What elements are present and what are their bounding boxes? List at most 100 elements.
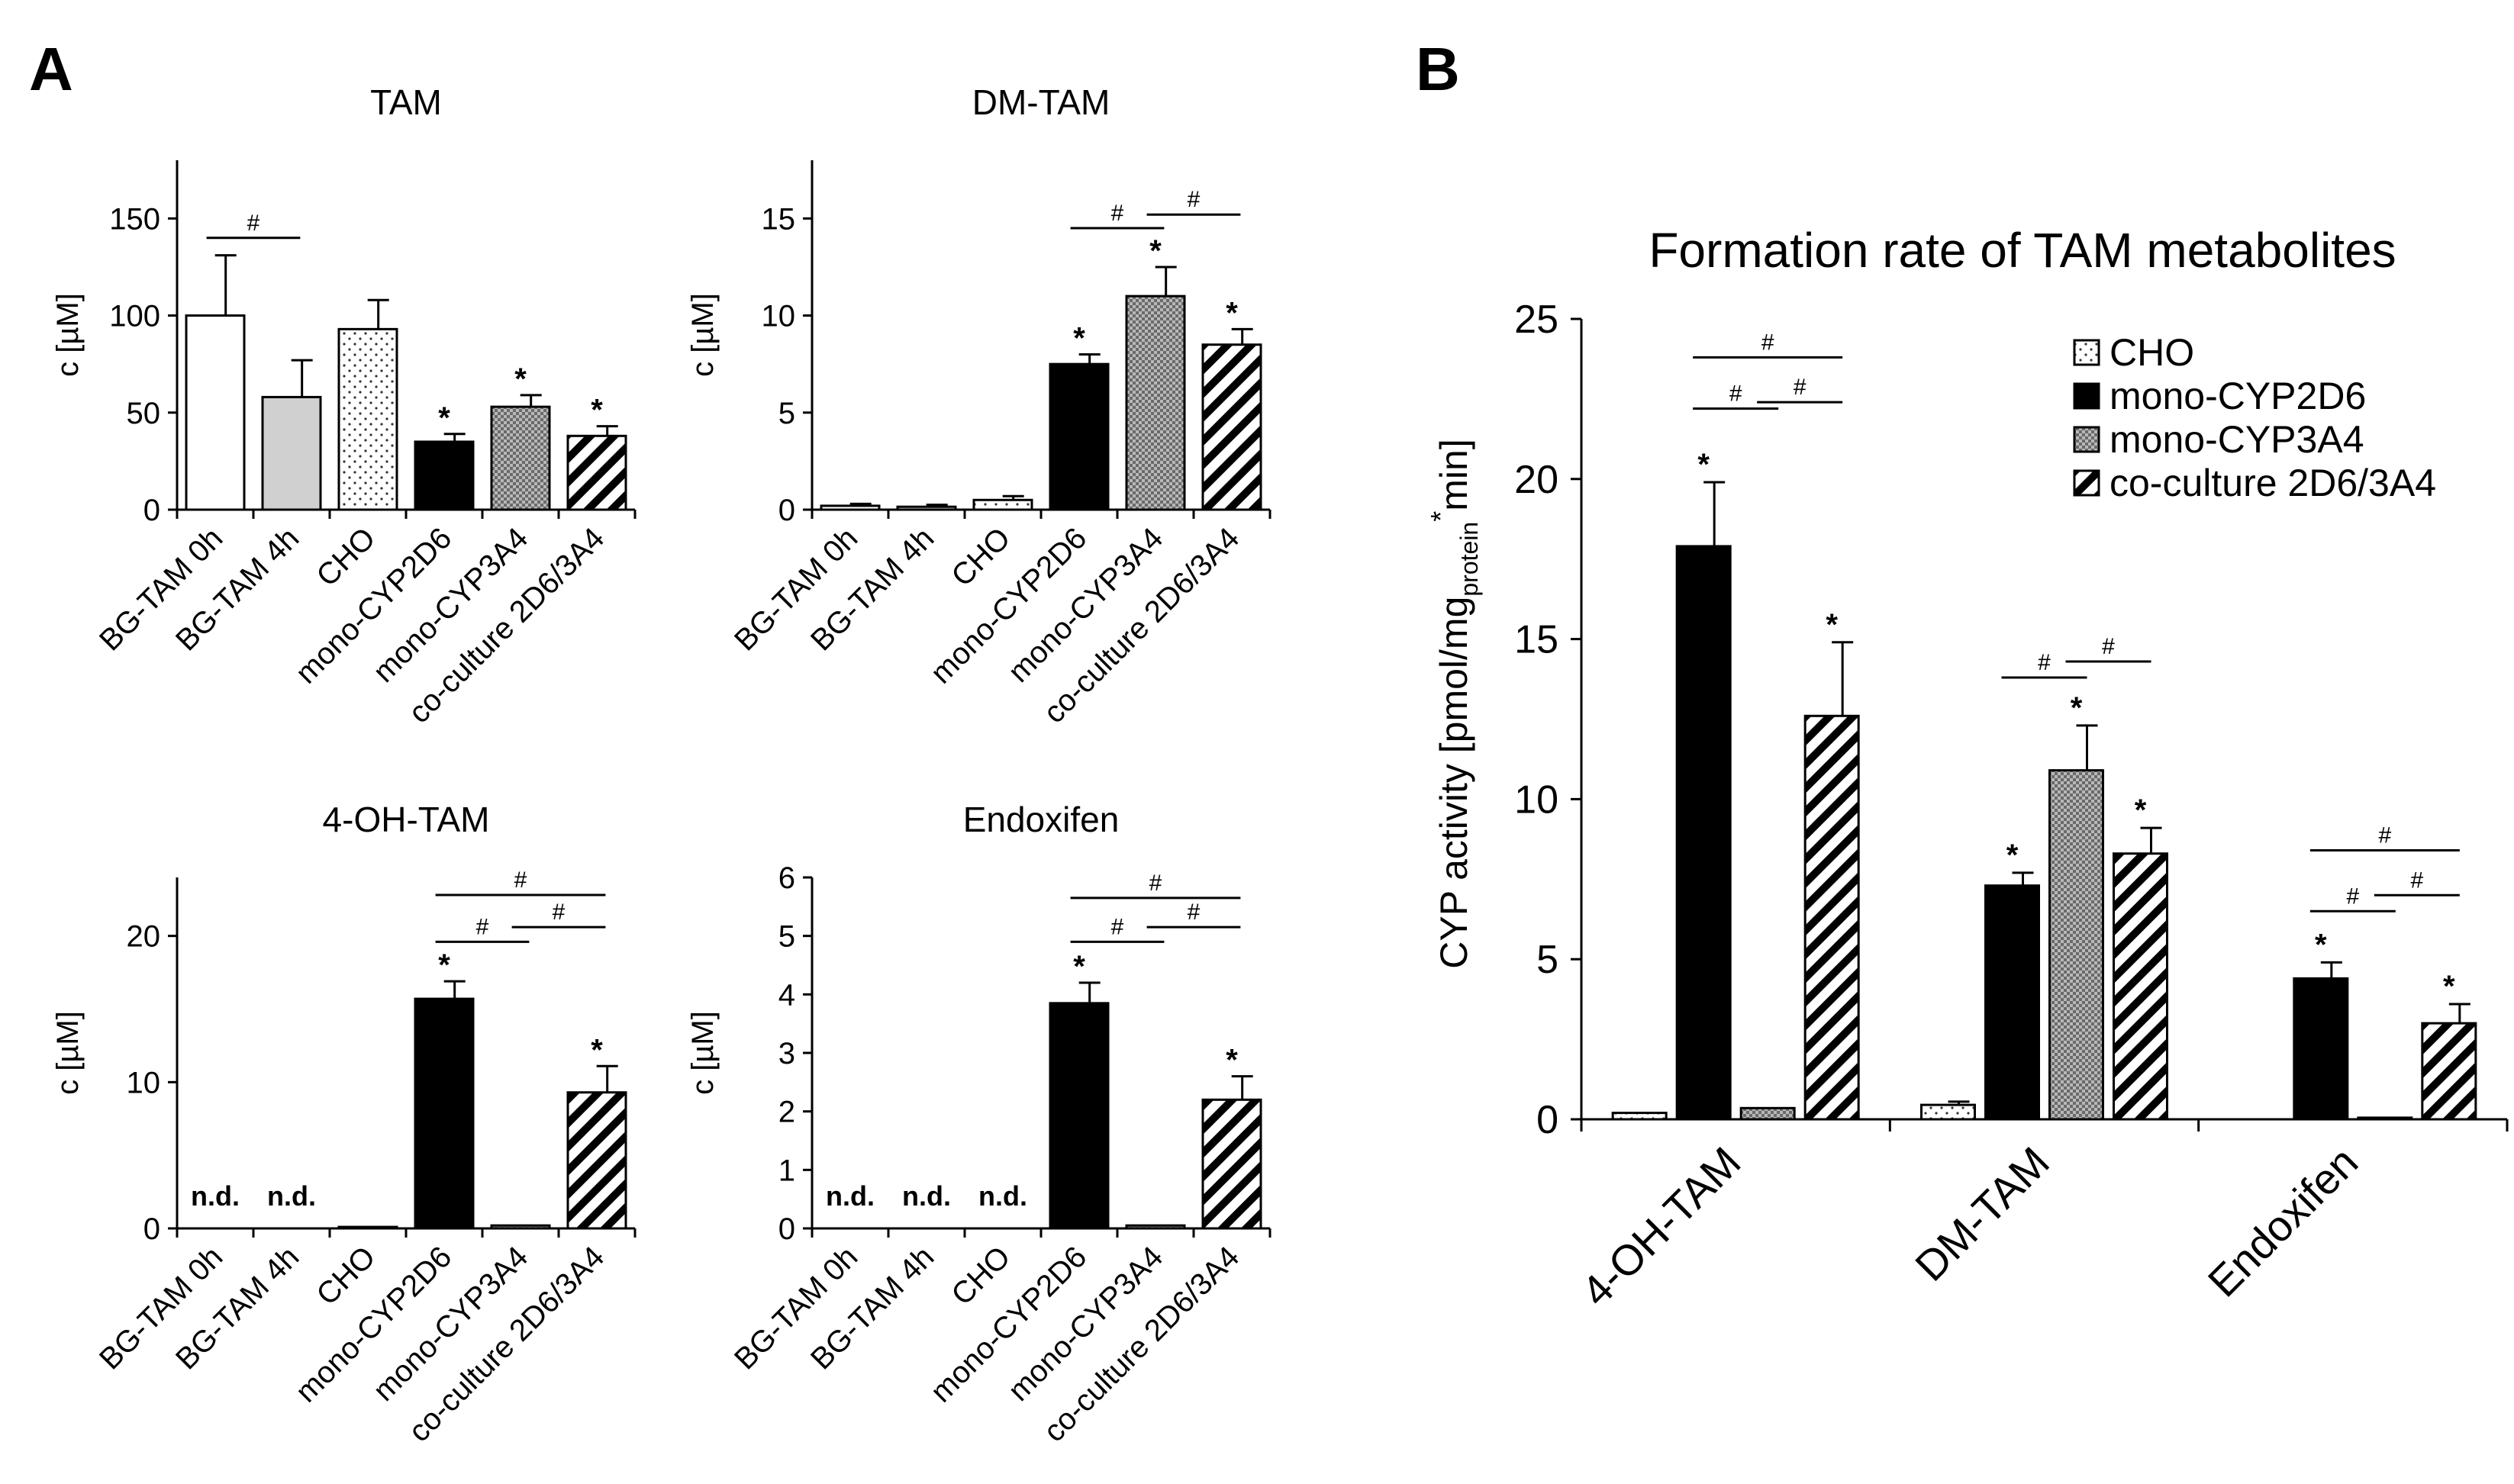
bracket-label: #	[1761, 330, 1774, 355]
legend-label: mono-CYP3A4	[2110, 418, 2364, 461]
bar	[490, 405, 551, 511]
bar	[1739, 1106, 1796, 1121]
chart-title: Formation rate of TAM metabolites	[1649, 223, 2396, 278]
significance-star: *	[591, 1033, 603, 1067]
bar	[337, 1225, 398, 1230]
not-detected-label: n.d.	[826, 1180, 875, 1212]
bracket-label: #	[1149, 871, 1162, 896]
bracket-label: #	[514, 868, 527, 893]
significance-star: *	[1073, 321, 1085, 355]
y-tick-label: 150	[109, 202, 160, 236]
x-tick-label: CHO	[310, 521, 382, 593]
bar	[1984, 884, 2040, 1121]
y-tick-label: 0	[143, 1212, 160, 1246]
significance-star: *	[1149, 234, 1162, 268]
significance-star: *	[2071, 691, 2083, 725]
bar	[1125, 1224, 1186, 1230]
legend-swatch	[2073, 426, 2100, 453]
bar	[490, 1224, 551, 1230]
y-axis-label: c [µM]	[686, 1011, 720, 1095]
y-axis-label: c [µM]	[51, 1011, 85, 1095]
significance-star: *	[438, 401, 450, 435]
bracket-label: #	[2102, 634, 2115, 659]
panel-a-label: A	[29, 35, 73, 103]
bar	[414, 440, 475, 511]
bar	[2113, 852, 2168, 1121]
bracket-label: #	[476, 914, 489, 939]
significance-star: *	[1697, 448, 1710, 481]
bar	[1803, 714, 1860, 1121]
bar	[1611, 1112, 1668, 1121]
not-detected-label: n.d.	[902, 1180, 951, 1212]
bar	[337, 327, 398, 511]
y-tick-label: 50	[127, 397, 161, 430]
bar	[1920, 1103, 1976, 1121]
significance-star: *	[591, 394, 603, 427]
bar	[566, 434, 627, 511]
significance-star: *	[2006, 839, 2019, 872]
y-tick-label: 10	[762, 300, 796, 333]
x-tick-label: CHO	[945, 1240, 1017, 1312]
y-tick-label: 15	[762, 202, 796, 236]
bracket-label: #	[1188, 187, 1201, 212]
bar	[1675, 545, 1732, 1121]
significance-star: *	[1226, 296, 1238, 330]
y-tick-label: 2	[778, 1096, 795, 1129]
significance-star: *	[1826, 608, 1838, 642]
y-axis-label-end: min]	[1433, 439, 1475, 510]
significance-star: *	[438, 948, 450, 982]
significance-star: *	[1073, 950, 1085, 983]
x-tick-label: CHO	[310, 1240, 382, 1312]
bracket-label: #	[1111, 914, 1124, 939]
y-axis-label: c [µM]	[686, 293, 720, 377]
significance-star: *	[2135, 794, 2147, 827]
legend-label: co-culture 2D6/3A4	[2110, 462, 2436, 504]
bracket-label: #	[1111, 201, 1124, 226]
y-tick-label: 0	[1536, 1098, 1558, 1142]
y-tick-label: 5	[1536, 938, 1558, 982]
chart-formation-rate: Formation rate of TAM metabolites CYP act…	[1425, 223, 2509, 1315]
x-tick-label: DM-TAM	[1906, 1138, 2058, 1290]
chart-title: 4-OH-TAM	[323, 800, 490, 839]
y-axis-label-superscript: *	[1425, 511, 1456, 522]
not-detected-label: n.d.	[978, 1180, 1027, 1212]
significance-star: *	[514, 362, 527, 396]
bar	[2357, 1116, 2413, 1121]
bar	[2293, 977, 2349, 1121]
y-tick-label: 0	[778, 1212, 795, 1246]
y-tick-label: 5	[778, 920, 795, 954]
bracket-label: #	[1188, 900, 1201, 925]
y-axis-label-main: CYP activity [pmol/mg	[1433, 597, 1475, 969]
y-tick-label: 4	[778, 978, 795, 1012]
bar	[261, 395, 322, 511]
bracket-label: #	[2410, 868, 2423, 893]
bar	[2048, 769, 2104, 1121]
y-tick-label: 15	[1514, 618, 1558, 662]
bar	[972, 498, 1033, 511]
bar	[566, 1091, 627, 1230]
y-tick-label: 5	[778, 397, 795, 430]
not-detected-label: n.d.	[267, 1180, 316, 1212]
chart-title: Endoxifen	[963, 800, 1120, 839]
y-tick-label: 25	[1514, 298, 1558, 342]
bar	[414, 997, 475, 1230]
bar	[1201, 1098, 1262, 1230]
significance-star: *	[1226, 1044, 1238, 1077]
y-axis-label: CYP activity [pmol/mgprotein*min]	[1425, 439, 1483, 968]
bar	[2421, 1022, 2477, 1121]
chart-title: DM-TAM	[972, 82, 1110, 122]
y-tick-label: 20	[127, 920, 161, 954]
y-tick-label: 10	[127, 1066, 161, 1099]
significance-star: *	[2443, 970, 2455, 1003]
y-tick-label: 0	[778, 494, 795, 527]
y-tick-label: 20	[1514, 458, 1558, 502]
x-tick-label: 4-OH-TAM	[1572, 1138, 1750, 1315]
y-tick-label: 3	[778, 1037, 795, 1070]
panel-b-label: B	[1416, 35, 1460, 103]
legend-label: CHO	[2110, 331, 2194, 374]
not-detected-label: n.d.	[191, 1180, 240, 1212]
